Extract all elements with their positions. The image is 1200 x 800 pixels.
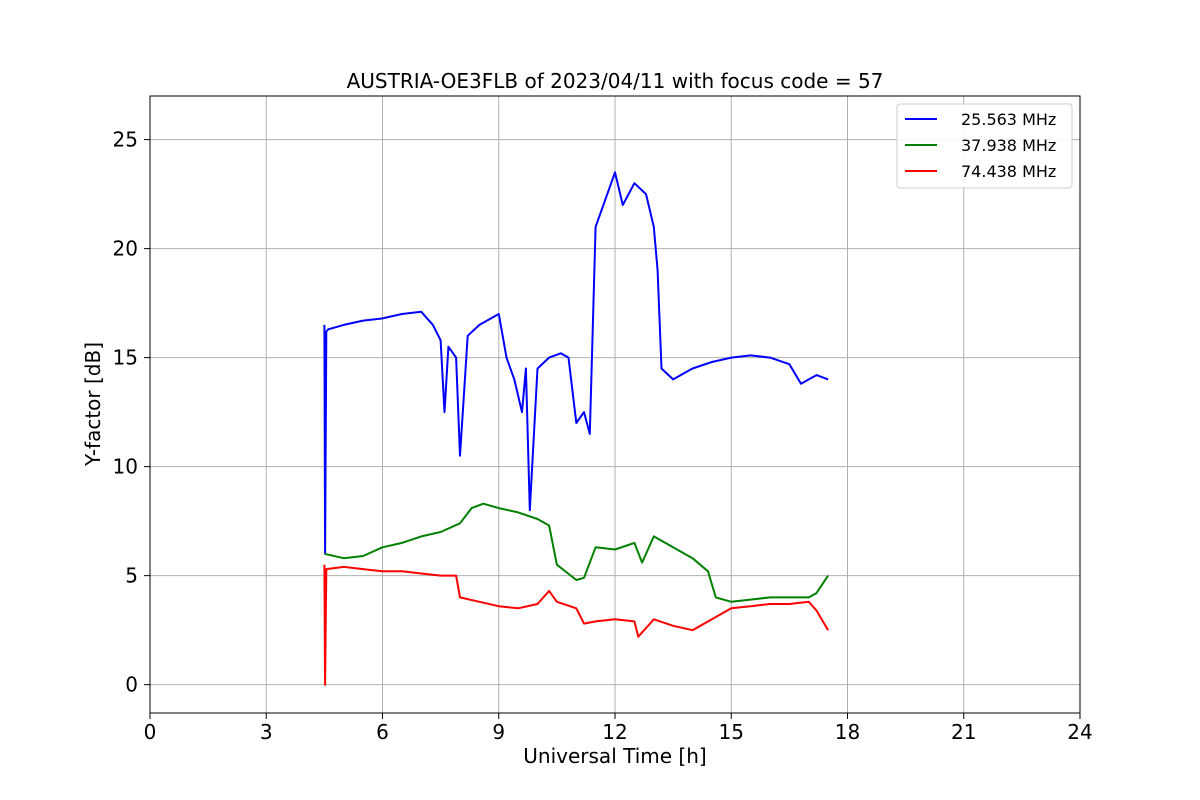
y-tick-label: 0	[125, 673, 138, 697]
x-tick-label: 6	[376, 720, 389, 744]
x-tick-label: 18	[835, 720, 860, 744]
legend: 25.563 MHz 37.938 MHz 74.438 MHz	[896, 103, 1073, 189]
y-tick-label: 10	[113, 455, 138, 479]
x-tick-label: 15	[719, 720, 744, 744]
series-lines	[323, 171, 829, 686]
legend-box	[896, 103, 1073, 189]
x-tick-label: 24	[1067, 720, 1092, 744]
legend-label: 25.563 MHz	[961, 110, 1056, 129]
chart-title: AUSTRIA-OE3FLB of 2023/04/11 with focus …	[347, 69, 884, 93]
y-tick-label: 15	[113, 346, 138, 370]
x-tick-label: 3	[260, 720, 273, 744]
y-tick-label: 25	[113, 128, 138, 152]
series-line-3	[323, 564, 829, 686]
y-tick-label: 5	[125, 564, 138, 588]
x-axis-label: Universal Time [h]	[523, 744, 706, 768]
x-tick-label: 0	[144, 720, 157, 744]
series-line-1	[323, 171, 829, 555]
x-tick-label: 21	[951, 720, 976, 744]
legend-label: 37.938 MHz	[961, 136, 1056, 155]
x-tick-label: 9	[492, 720, 505, 744]
series-line-2	[324, 502, 829, 603]
y-tick-label: 20	[113, 237, 138, 261]
axis-ticks: 0 3 6 9 12 15 18 21 24 0 5 10 15 20 25	[113, 128, 1093, 744]
x-tick-label: 12	[602, 720, 627, 744]
legend-label: 74.438 MHz	[961, 162, 1056, 181]
y-axis-label: Y-factor [dB]	[81, 342, 105, 467]
